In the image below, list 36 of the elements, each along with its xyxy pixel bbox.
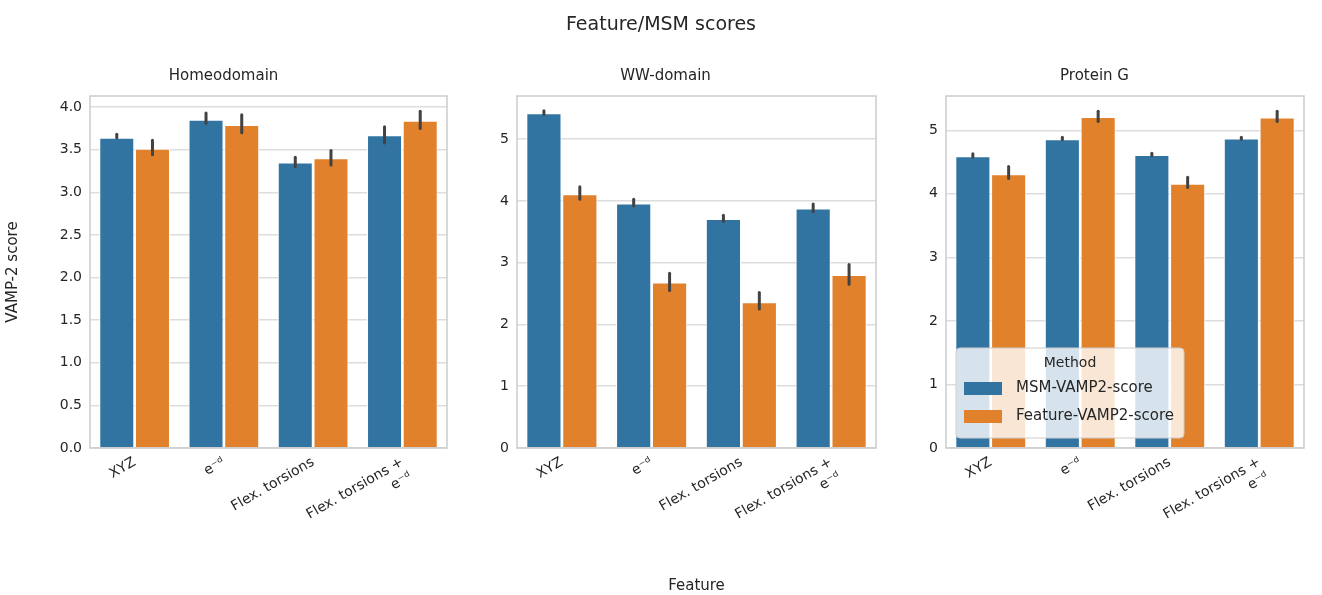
y-axis-title: VAMP-2 score [2,221,21,323]
y-tick-label: 5 [929,120,938,137]
x-tick-label: e⁻ᵈ [1056,453,1084,478]
y-tick-label: 0.5 [59,396,82,413]
x-tick-label: XYZ [533,453,566,481]
y-tick-label: 4.0 [59,97,82,114]
legend-title: Method [1043,353,1097,370]
y-tick-label: 1 [500,376,509,393]
y-tick-label: 3 [500,253,509,270]
y-tick-label: 2.5 [59,225,82,242]
x-tick-label: e⁻ᵈ [628,453,655,478]
chart-title: WW-domain [620,65,711,84]
x-axis-title: Feature [668,575,725,594]
y-tick-label: 1.0 [59,353,82,370]
y-tick-label: 3.5 [59,140,82,157]
y-tick-label: 1 [929,375,938,392]
legend-label: Feature-VAMP2-score [1016,405,1175,424]
y-tick-label: 2.0 [59,268,82,285]
text: Feature/MSM scores [564,12,757,34]
chart-title: Homeodomain [168,65,279,84]
y-tick-label: 2 [500,315,509,332]
y-tick-label: 3 [929,248,938,265]
y-tick-label: 4 [500,191,510,208]
y-tick-label: 2 [929,311,938,328]
chart-title: Protein G [1060,65,1129,84]
x-tick-label: XYZ [105,453,138,481]
y-tick-label: 5 [500,129,509,146]
y-tick-label: 0 [929,438,938,455]
y-tick-label: 3.0 [59,182,82,199]
y-tick-label: 0 [500,438,509,455]
x-tick-label: e⁻ᵈ [200,453,228,478]
y-tick-label: 4 [929,184,939,201]
legend-label: MSM-VAMP2-score [1016,377,1153,396]
x-tick-label: XYZ [962,453,995,481]
y-tick-label: 0.0 [59,438,82,455]
y-tick-label: 1.5 [59,310,82,327]
